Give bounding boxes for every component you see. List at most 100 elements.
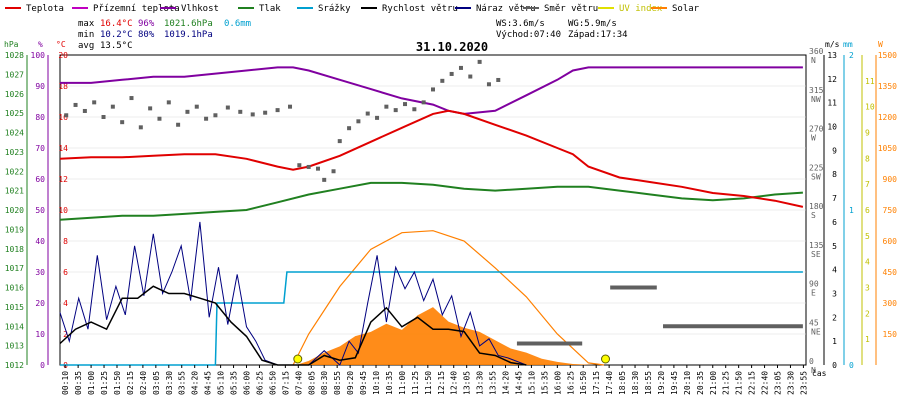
axis-tick-label: 8: [865, 154, 870, 163]
stat-min-temp: 10.2°C: [100, 30, 133, 40]
x-tick-label: 08:05: [307, 371, 316, 395]
axis-unit-w: W: [878, 40, 883, 49]
axis-unit-ms: m/s: [825, 40, 840, 49]
axis-tick-label: 360: [809, 47, 824, 56]
x-tick-label: 20:10: [683, 371, 692, 395]
x-tick-label: 01:50: [113, 371, 122, 395]
wind-dir-point: [306, 164, 311, 169]
compass-label: NW: [811, 95, 821, 104]
wind-dir-point: [138, 125, 143, 130]
x-tick-label: 14:45: [514, 371, 523, 395]
wind-dir-point: [486, 82, 491, 87]
x-tick-label: 13:55: [489, 371, 498, 395]
uv-marker: [293, 354, 303, 364]
axis-tick-label: 60: [35, 175, 45, 184]
wind-dir-point: [458, 65, 463, 70]
stat-max-label: max: [78, 19, 95, 29]
axis-tick-label: 1028: [5, 51, 24, 60]
x-tick-label: 05:35: [230, 371, 239, 395]
stat-rain: 0.6mm: [224, 19, 251, 29]
stats-panel: max 16.4°C 96% 1021.6hPa 0.6mm min 10.2°…: [78, 19, 628, 51]
legend-label: Směr větru: [544, 4, 598, 14]
wind-dir-point: [288, 104, 293, 109]
x-tick-label: 07:15: [281, 371, 290, 395]
x-tick-label: 04:45: [204, 371, 213, 395]
axis-tick-label: 135: [809, 241, 824, 250]
x-tick-label: 06:25: [255, 371, 264, 395]
legend-label: Tlak: [259, 4, 281, 14]
axis-tick-label: 225: [809, 163, 824, 172]
x-tick-label: 06:50: [268, 371, 277, 395]
x-tick-label: 01:00: [87, 371, 96, 395]
compass-label: E: [811, 289, 816, 298]
x-tick-label: 08:55: [333, 371, 342, 395]
wind-dir-point: [73, 102, 78, 107]
x-tick-label: 23:05: [774, 371, 783, 395]
x-tick-label: 01:25: [100, 371, 109, 395]
axis-tick-label: 45: [809, 318, 819, 327]
x-tick-label: 00:10: [61, 371, 70, 395]
axis-tick-label: 300: [883, 299, 898, 308]
x-tick-label: 20:35: [696, 371, 705, 395]
wind-dir-point: [322, 177, 327, 182]
compass-label: N: [811, 56, 816, 65]
axis-tick-label: 40: [35, 237, 45, 246]
x-axis-label: čas: [812, 368, 827, 378]
wind-dir-point: [275, 108, 280, 113]
uv-marker: [601, 354, 611, 364]
axis-tick-label: 16: [58, 113, 68, 122]
axis-tick-label: 8: [832, 170, 837, 179]
axis-tick-label: 11: [827, 99, 837, 108]
axis-tick-label: 1020: [5, 206, 24, 215]
wind-dir-point: [185, 109, 190, 114]
x-tick-label: 09:45: [359, 371, 368, 395]
axis-tick-label: 2: [865, 309, 870, 318]
x-tick-label: 07:40: [294, 371, 303, 395]
axis-tick-label: 1012: [5, 361, 24, 370]
axis-tick-label: 1015: [5, 303, 24, 312]
axis-tick-label: 5: [832, 242, 837, 251]
x-tick-label: 15:10: [527, 371, 536, 395]
x-tick-label: 16:50: [579, 371, 588, 395]
axis-tick-label: 70: [35, 144, 45, 153]
axis-tick-label: 1014: [5, 322, 24, 331]
axis-tick-label: 90: [35, 82, 45, 91]
stat-avg-temp: 13.5°C: [100, 41, 133, 51]
wind-dir-point: [166, 100, 171, 105]
axis-tick-label: 20: [58, 51, 68, 60]
stat-avg-label: avg: [78, 41, 94, 51]
axis-tick-label: 1200: [878, 113, 897, 122]
x-tick-label: 03:05: [152, 371, 161, 395]
wind-dir-point: [157, 116, 162, 121]
x-tick-label: 02:40: [139, 371, 148, 395]
x-tick-label: 12:40: [450, 371, 459, 395]
wind-dir-point: [176, 122, 181, 127]
axis-tick-label: 1025: [5, 109, 24, 118]
x-tick-label: 14:20: [502, 371, 511, 395]
wind-dir-point: [204, 116, 209, 121]
chart-title: 31.10.2020: [416, 40, 488, 54]
x-tick-label: 03:55: [178, 371, 187, 395]
axis-tick-label: 450: [883, 268, 898, 277]
wind-dir-point: [194, 104, 199, 109]
x-tick-label: 13:05: [463, 371, 472, 395]
compass-label: W: [811, 134, 816, 143]
solar-area: [296, 307, 595, 365]
legend-label: UV index: [619, 4, 663, 14]
humidity-line: [60, 66, 803, 115]
x-tick-label: 19:45: [670, 371, 679, 395]
wind-dir-point: [412, 107, 417, 112]
axis-tick-label: 10: [827, 123, 837, 132]
axis-tick-label: 7: [865, 180, 870, 189]
axis-tick-label: 18: [58, 82, 68, 91]
x-tick-label: 13:30: [476, 371, 485, 395]
pressure-line: [59, 181, 803, 221]
grid: [59, 54, 807, 366]
x-tick-label: 18:55: [644, 371, 653, 395]
axes: 1012101310141015101610171018101910201021…: [4, 40, 897, 375]
x-tick-label: 18:30: [631, 371, 640, 395]
x-tick-label: 21:25: [722, 371, 731, 395]
axis-unit-hpa: hPa: [4, 40, 19, 49]
wind-dir-point: [225, 105, 230, 110]
x-tick-label: 17:15: [592, 371, 601, 395]
